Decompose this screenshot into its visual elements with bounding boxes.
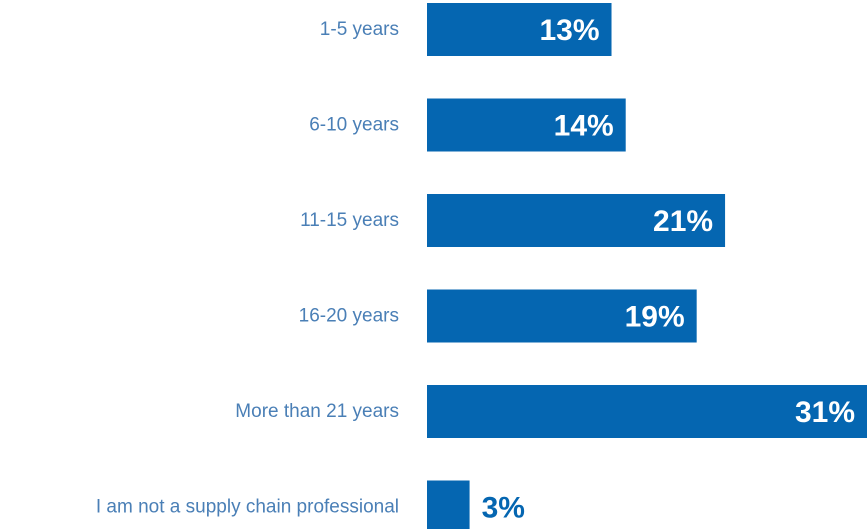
value-label-16-20-years: 19% xyxy=(625,301,685,334)
bar-i-am-not-a-supply-chain-professional xyxy=(427,480,470,529)
bar-11-15-years xyxy=(427,194,726,247)
bar-1-5-years xyxy=(427,3,612,56)
category-label-i-am-not-a-supply-chain-professional: I am not a supply chain professional xyxy=(96,497,399,518)
bar-more-than-21-years xyxy=(427,385,867,438)
value-label-1-5-years: 13% xyxy=(539,14,599,47)
category-label-11-15-years: 11-15 years xyxy=(300,210,399,231)
category-label-16-20-years: 16-20 years xyxy=(299,306,399,327)
value-label-i-am-not-a-supply-chain-professional: 3% xyxy=(482,492,525,525)
category-label-1-5-years: 1-5 years xyxy=(320,19,399,40)
value-label-6-10-years: 14% xyxy=(554,110,614,143)
category-label-6-10-years: 6-10 years xyxy=(309,115,399,136)
category-label-more-than-21-years: More than 21 years xyxy=(235,401,399,422)
bar-6-10-years xyxy=(427,98,626,152)
value-label-more-than-21-years: 31% xyxy=(795,396,855,429)
bar-16-20-years xyxy=(427,289,697,343)
value-label-11-15-years: 21% xyxy=(653,205,713,238)
